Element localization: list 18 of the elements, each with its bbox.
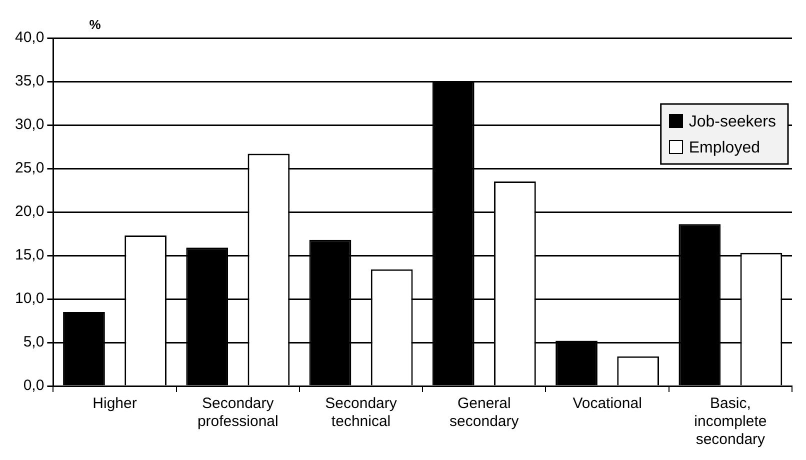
y-tick-label: 0,0 [23,377,44,394]
x-tick-label: General secondary [450,395,520,430]
y-tick-label: 20,0 [14,203,44,220]
legend-label: Employed [688,139,760,156]
x-tick-label: Basic, incomplete secondary [694,395,767,448]
y-tick-label: 35,0 [14,72,44,90]
y-tick-label: 10,0 [14,290,44,308]
y-tick-label: 15,0 [14,246,44,264]
x-tick-label: Higher [92,395,137,412]
x-tick-label: Vocational [572,395,642,412]
legend-label: Job-seekers [688,113,776,130]
x-tick-label: Secondary professional [197,395,278,430]
y-tick-label: 5,0 [23,334,44,351]
x-tick-label: Secondary technical [325,395,398,430]
y-tick-label: 25,0 [14,160,44,177]
y-tick-label: 40,0 [14,29,44,46]
y-tick-label: 30,0 [14,116,44,134]
y-axis-title: % [89,17,102,32]
